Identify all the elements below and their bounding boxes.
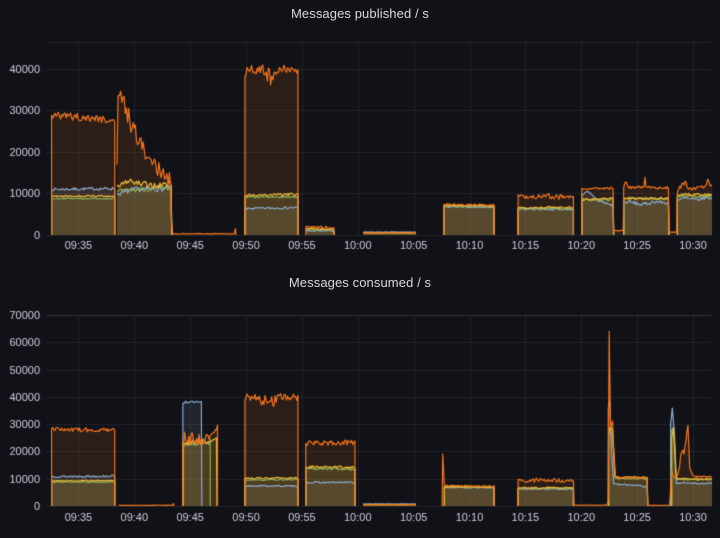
published-chart-canvas[interactable]: [0, 0, 720, 269]
panel-messages-published: Messages published / s: [0, 0, 720, 269]
panel-messages-consumed: Messages consumed / s: [0, 269, 720, 538]
consumed-chart-canvas[interactable]: [0, 269, 720, 538]
